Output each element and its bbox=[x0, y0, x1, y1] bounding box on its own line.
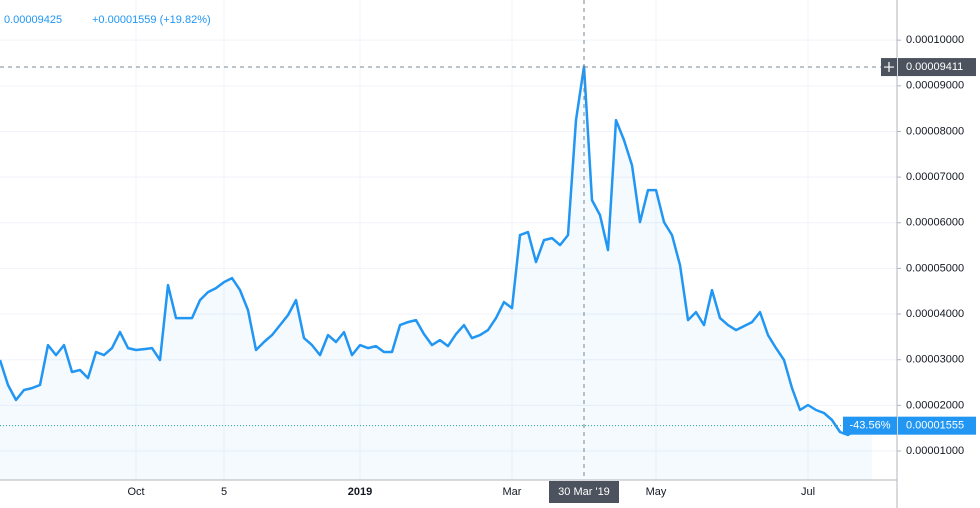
x-tick-label: May bbox=[646, 486, 667, 498]
crosshair-price-box bbox=[898, 58, 976, 77]
y-tick-label: 0.00002000 bbox=[906, 399, 964, 411]
last-change-box bbox=[843, 416, 897, 435]
x-tick-label: 2019 bbox=[348, 486, 372, 498]
y-tick-label: 0.00005000 bbox=[906, 262, 964, 274]
x-tick-label: Oct bbox=[127, 486, 144, 498]
y-tick-label: 0.00007000 bbox=[906, 171, 964, 183]
area bbox=[0, 66, 872, 481]
crosshair-plus bbox=[884, 62, 894, 73]
last-price-box bbox=[898, 416, 976, 435]
header-price: 0.00009425 bbox=[4, 14, 62, 26]
y-tick-label: 0.00004000 bbox=[906, 308, 964, 320]
crosshair-date-label: 30 Mar '19 bbox=[558, 486, 610, 498]
y-tick-label: 0.00009000 bbox=[906, 80, 964, 92]
y-tick-label: 0.00010000 bbox=[906, 34, 964, 46]
crosshair-date-box bbox=[549, 481, 619, 503]
last-price-label: 0.00001555 bbox=[906, 420, 964, 432]
y-tick-label: 0.00006000 bbox=[906, 217, 964, 229]
plot bbox=[0, 65, 873, 481]
header-change: +0.00001559 (+19.82%) bbox=[92, 14, 211, 26]
price-line bbox=[0, 65, 873, 437]
x-tick-label: Mar bbox=[503, 486, 522, 498]
x-tick-label: Jul bbox=[801, 486, 815, 498]
x-tick-label: 5 bbox=[221, 486, 227, 498]
grid bbox=[0, 0, 901, 480]
crosshair-price-label: 0.00009411 bbox=[906, 61, 963, 73]
y-tick-label: 0.00001000 bbox=[906, 445, 964, 457]
y-tick-label: 0.00003000 bbox=[906, 354, 964, 366]
y-tick-label: 0.00008000 bbox=[906, 125, 964, 137]
last-change: -43.56% bbox=[850, 420, 891, 432]
